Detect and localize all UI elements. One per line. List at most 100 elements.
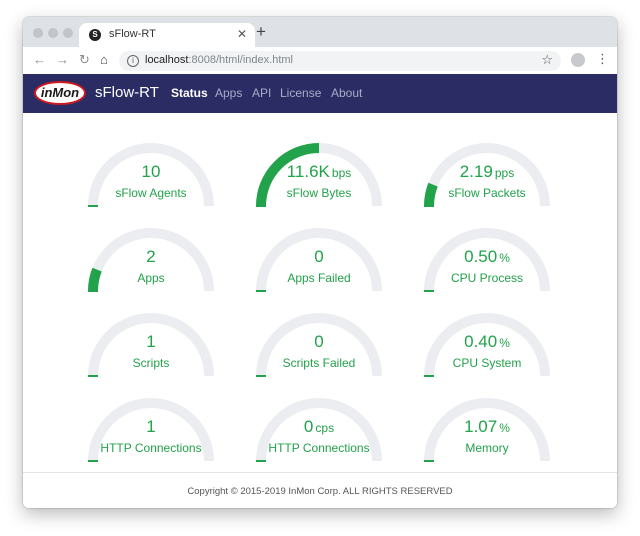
gauge-number: 0 [303,417,314,436]
gauge-number: 0.50 [464,247,498,266]
gauge-number: 1 [146,332,156,351]
gauge-label: CPU Process [450,271,524,285]
new-tab-icon[interactable]: + [256,22,266,41]
gauge-label: sFlow Packets [448,186,526,200]
gauge-number: 0.40 [464,332,498,351]
gauge-apps: 2 Apps [76,219,226,299]
gauge-value: 1.07% [412,417,562,437]
gauge-label: sFlow Agents [115,186,187,200]
gauge-value: 10 [76,162,226,182]
gauge-memory: 1.07% Memory [412,389,562,469]
tab-title: sFlow-RT [109,28,156,40]
gauge-dial [424,313,550,377]
gauge-sflow-packets: 2.19 pps sFlow Packets [412,134,562,214]
tab-strip: S sFlow-RT ✕ + [23,17,617,47]
gauge-cpu-system: 0.40% CPU System [412,304,562,384]
gauge-fill [256,143,320,207]
gauge-dial [256,398,382,462]
nav-status[interactable]: Status [171,86,208,100]
footer: Copyright © 2015-2019 InMon Corp. ALL RI… [23,472,617,508]
browser-toolbar: ← → ↻ ⌂ i localhost:8008/html/index.html… [23,47,617,75]
gauge-value: 2 [76,247,226,267]
gauge-number: 2 [146,247,156,266]
gauge-dial [424,228,550,292]
gauge-track [88,398,214,462]
forward-icon[interactable]: → [56,52,69,67]
gauge-label: Scripts [132,356,170,370]
home-icon[interactable]: ⌂ [100,52,108,67]
gauge-unit: % [499,421,510,435]
browser-window: S sFlow-RT ✕ + ← → ↻ ⌂ i localhost:8008/… [23,17,617,508]
gauge-value: 0 [244,332,394,352]
gauge-dial [424,143,550,207]
address-bar[interactable]: i localhost:8008/html/index.html ☆ [119,51,561,71]
gauge-cpu-process: 0.50% CPU Process [412,219,562,299]
gauge-value: 1 [76,417,226,437]
gauge-number: 11.6K [286,162,330,181]
maximize-window-icon[interactable] [63,28,73,38]
gauge-unit: % [499,336,510,350]
gauge-track [88,143,214,207]
reload-icon[interactable]: ↻ [79,52,90,67]
gauge-dial [88,143,214,207]
gauge-track [424,313,550,377]
url-path: :8008/html/index.html [188,54,293,66]
gauge-track [424,398,550,462]
gauge-track [88,313,214,377]
gauge-dial [88,228,214,292]
gauge-label: Scripts Failed [282,356,356,370]
gauge-http-connections: 1 HTTP Connections [76,389,226,469]
gauge-dial [256,228,382,292]
back-icon[interactable]: ← [33,52,46,67]
gauge-track [256,313,382,377]
gauge-number: 0 [314,247,324,266]
gauge-value: 0.40% [412,332,562,352]
gauge-track [256,228,382,292]
gauge-value: 0 cps [244,417,394,437]
gauge-track [88,228,214,292]
inmon-logo[interactable]: inMon [34,81,86,105]
gauge-number: 2.19 [459,162,493,181]
nav-about[interactable]: About [331,86,363,100]
nav-api[interactable]: API [252,86,272,100]
gauge-scripts: 1 Scripts [76,304,226,384]
gauge-unit: cps [315,421,335,435]
info-icon[interactable]: i [127,55,139,67]
bookmark-star-icon[interactable]: ☆ [541,52,553,67]
gauge-value: 2.19 pps [412,162,562,182]
app-navbar: inMon sFlow-RT Status Apps API License A… [23,74,617,113]
gauge-label: Apps [137,271,165,285]
gauge-dial [88,313,214,377]
browser-tab[interactable]: S sFlow-RT ✕ [79,23,255,47]
gauge-label: HTTP Connections [100,441,202,455]
gauge-apps-failed: 0 Apps Failed [244,219,394,299]
gauge-track [424,228,550,292]
browser-menu-icon[interactable]: ⋮ [596,51,609,66]
gauge-fill [424,182,438,207]
gauge-dial [424,398,550,462]
gauge-fill [88,267,102,292]
gauge-label: CPU System [452,356,522,370]
gauge-unit: pps [494,166,515,180]
gauge-scripts-failed: 0 Scripts Failed [244,304,394,384]
nav-license[interactable]: License [280,86,322,100]
tab-close-icon[interactable]: ✕ [236,27,247,41]
gauge-dial [88,398,214,462]
gauge-track [424,143,550,207]
gauge-number: 1 [146,417,156,436]
close-window-icon[interactable] [33,28,43,38]
minimize-window-icon[interactable] [48,28,58,38]
brand-name[interactable]: sFlow-RT [95,84,159,101]
url-text[interactable]: localhost:8008/html/index.html [145,54,293,66]
gauge-unit: bps [331,166,352,180]
gauge-label: Apps Failed [287,271,351,285]
copyright-text: Copyright © 2015-2019 InMon Corp. ALL RI… [187,486,453,497]
status-dashboard: 10 sFlow Agents 11.6K bps sFlow Bytes 2.19 pps… [23,113,617,473]
nav-apps[interactable]: Apps [215,86,243,100]
gauge-dial [256,143,382,207]
gauge-value: 11.6K bps [244,162,394,182]
profile-avatar-icon[interactable] [571,53,585,67]
sflow-favicon-icon: S [89,29,101,41]
gauge-sflow-agents: 10 sFlow Agents [76,134,226,214]
gauge-track [256,398,382,462]
